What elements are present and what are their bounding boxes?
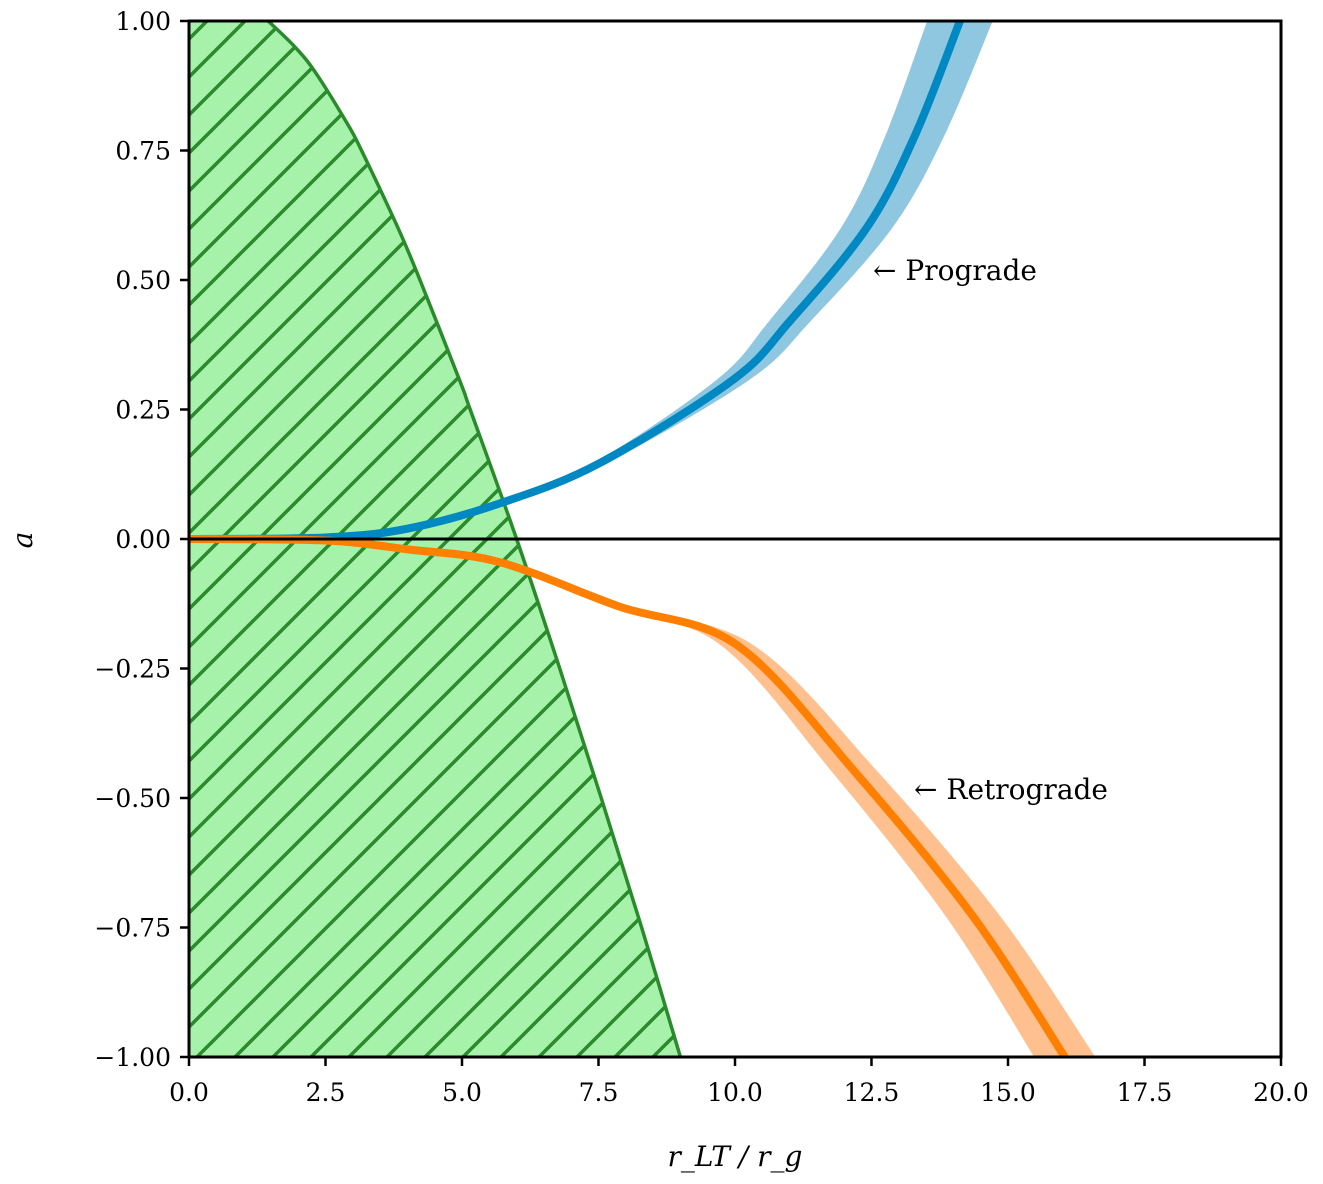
x-tick-label: 20.0 [1253,1078,1309,1107]
prograde-annotation: ← Prograde [873,254,1037,287]
y-tick-label: −1.00 [94,1043,171,1072]
y-tick-label: 0.50 [115,266,171,295]
y-tick-label: −0.75 [94,914,171,943]
y-tick-label: −0.25 [94,655,171,684]
retrograde-line [189,535,1069,1057]
y-tick-label: 0.25 [115,396,171,425]
prograde-line [189,21,964,543]
x-tick-label: 17.5 [1117,1078,1173,1107]
x-tick-label: 15.0 [980,1078,1036,1107]
x-axis-label: r_LT / r_g [668,1140,803,1173]
x-tick-label: 5.0 [442,1078,482,1107]
retrograde-annotation: ← Retrograde [914,773,1108,806]
ticks: 0.0 2.5 5.0 7.5 10.0 12.5 15.0 17.5 20.0 1.00 0.75… [94,7,1308,1107]
retrograde-band [189,539,1096,1057]
y-tick-label: 0.75 [115,137,171,166]
x-tick-label: 12.5 [844,1078,900,1107]
annotations: ← Prograde ← Retrograde [873,254,1108,806]
x-tick-label: 7.5 [579,1078,619,1107]
x-tick-label: 0.0 [169,1078,209,1107]
prograde-band [189,21,993,539]
y-tick-label: −0.50 [94,784,171,813]
x-tick-label: 2.5 [306,1078,346,1107]
y-axis-label: a [6,532,39,549]
isco-boundary [266,21,683,1057]
y-tick-label: 0.00 [115,525,171,554]
y-tick-label: 1.00 [115,7,171,36]
x-tick-label: 10.0 [707,1078,763,1107]
